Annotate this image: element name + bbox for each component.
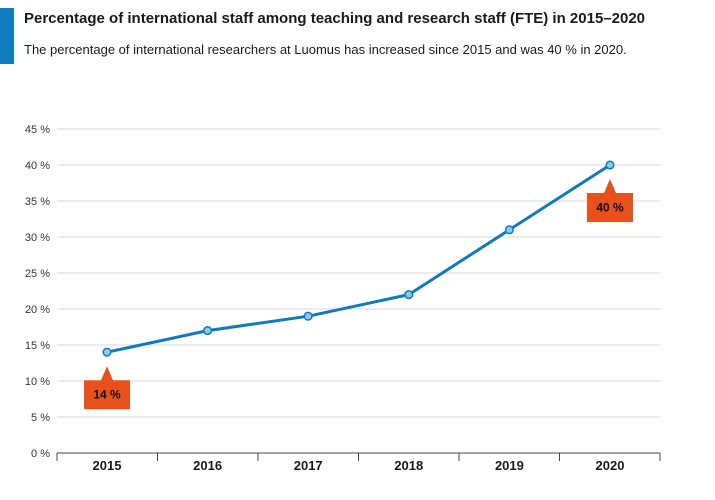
callout-box bbox=[84, 366, 130, 410]
y-tick-label: 5 % bbox=[31, 412, 50, 424]
y-tick-label: 15 % bbox=[25, 340, 50, 352]
chart-subtitle: The percentage of international research… bbox=[24, 42, 627, 57]
y-tick-label: 0 % bbox=[31, 448, 50, 460]
data-point bbox=[504, 225, 514, 235]
data-point bbox=[203, 326, 213, 336]
callout-label: 40 % bbox=[596, 201, 624, 215]
x-tick-label: 2019 bbox=[495, 458, 524, 473]
data-point bbox=[404, 290, 414, 300]
callout-label: 14 % bbox=[93, 388, 121, 402]
y-tick-label: 40 % bbox=[25, 160, 50, 172]
y-tick-label: 30 % bbox=[25, 232, 50, 244]
y-tick-label: 35 % bbox=[25, 196, 50, 208]
x-tick-label: 2020 bbox=[596, 458, 625, 473]
x-tick-label: 2016 bbox=[193, 458, 222, 473]
x-tick-label: 2017 bbox=[294, 458, 323, 473]
data-point bbox=[605, 160, 615, 170]
x-tick-label: 2018 bbox=[394, 458, 423, 473]
y-tick-label: 45 % bbox=[25, 124, 50, 136]
data-point bbox=[102, 347, 112, 357]
y-tick-label: 20 % bbox=[25, 304, 50, 316]
callout-box bbox=[587, 179, 633, 222]
y-tick-label: 10 % bbox=[25, 376, 50, 388]
x-tick-label: 2015 bbox=[93, 458, 122, 473]
data-point bbox=[303, 311, 313, 321]
chart-title: Percentage of international staff among … bbox=[24, 10, 646, 27]
series-line bbox=[106, 163, 611, 354]
accent-bar bbox=[0, 8, 14, 64]
y-tick-label: 25 % bbox=[25, 268, 50, 280]
